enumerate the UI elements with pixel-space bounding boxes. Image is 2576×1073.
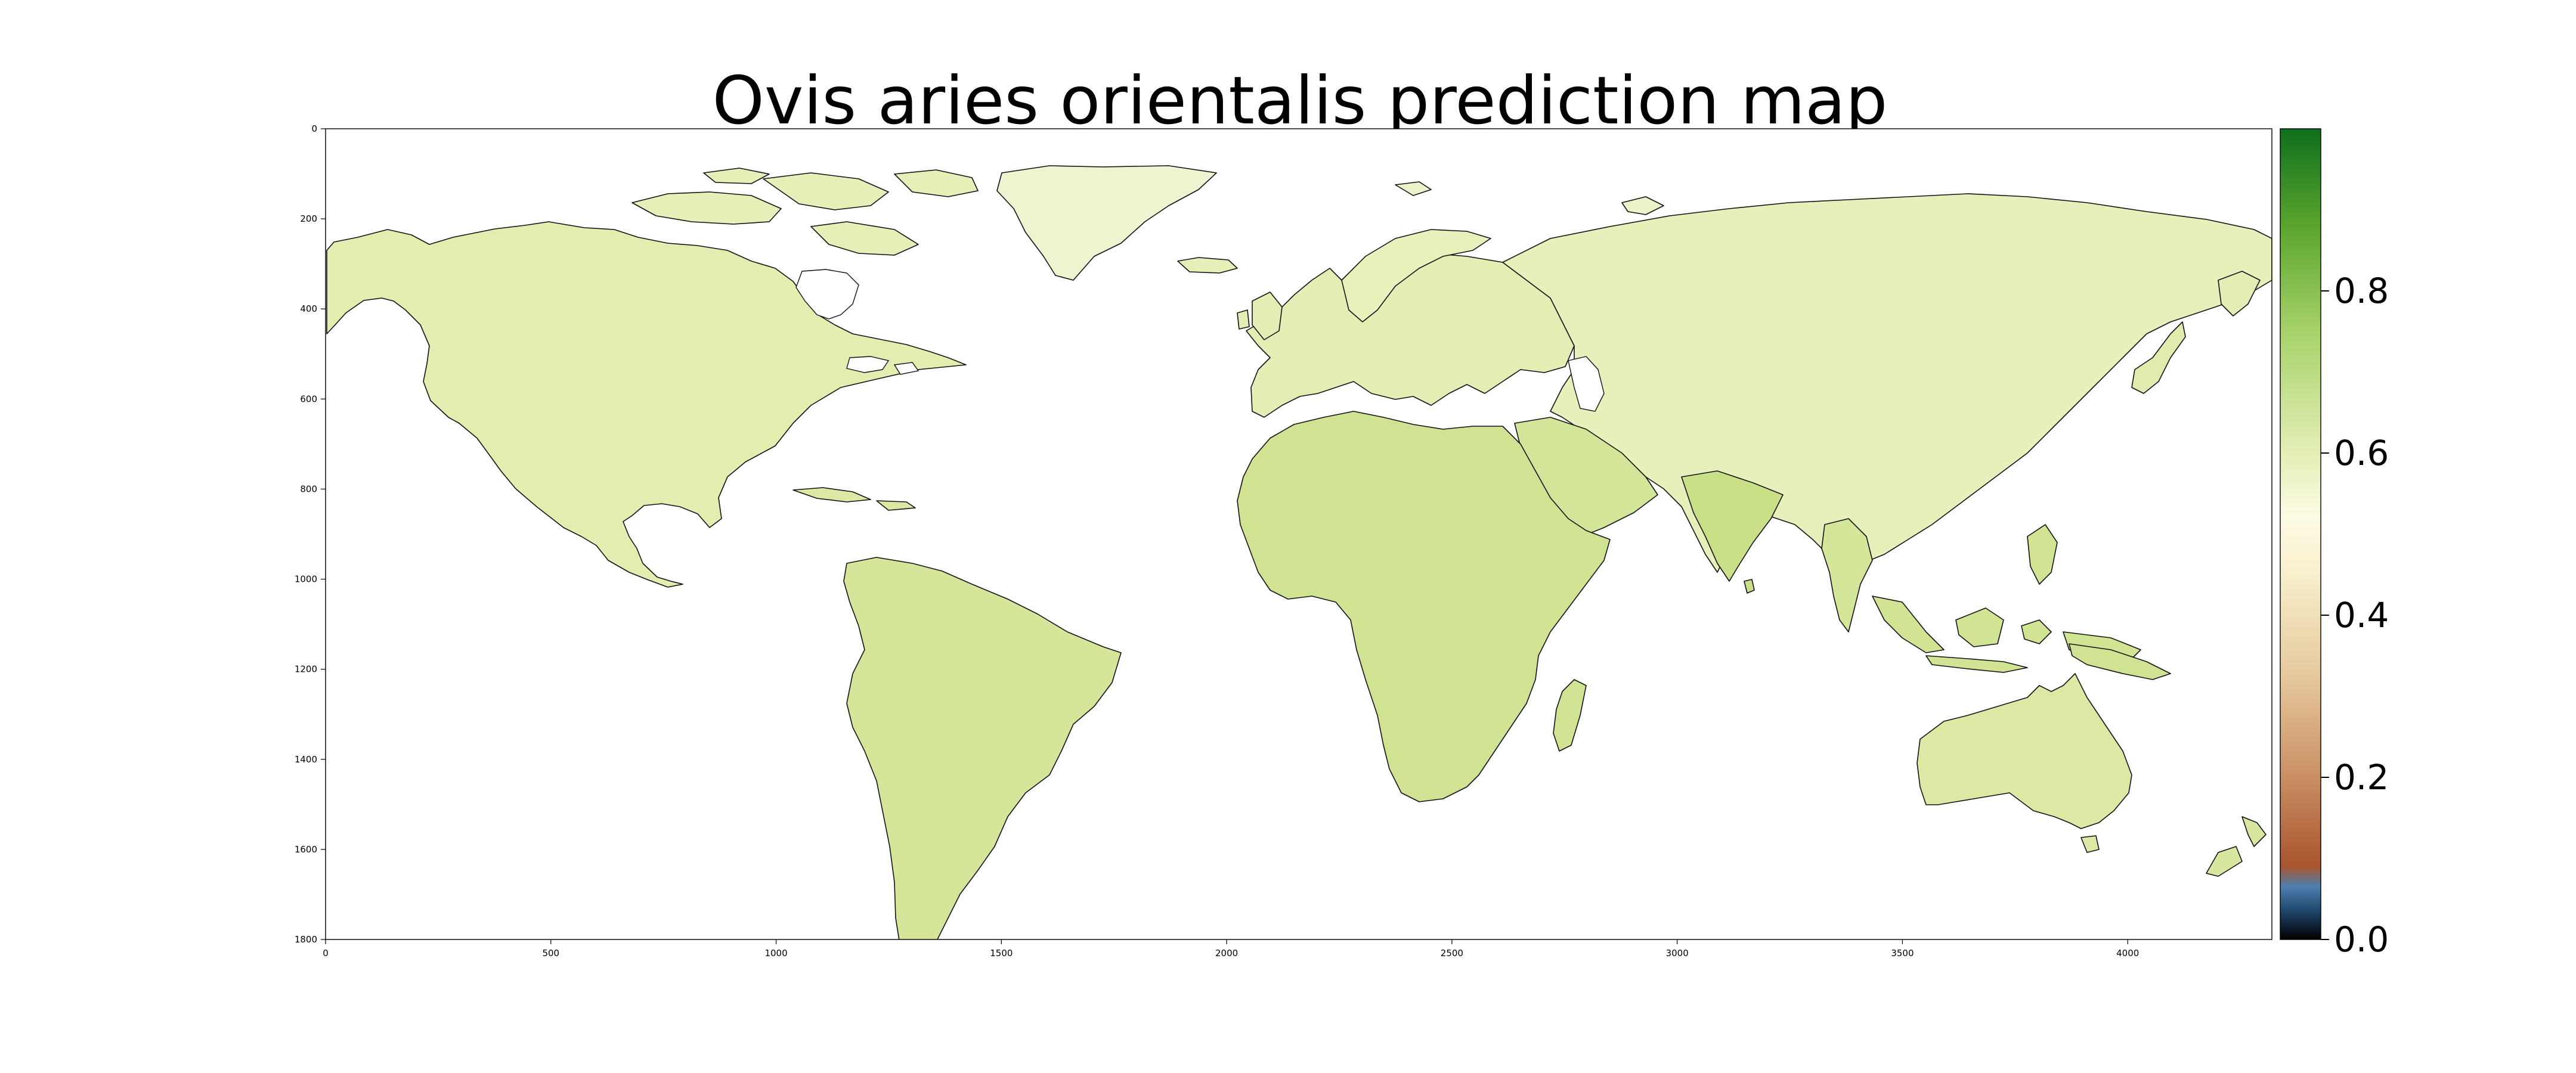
- land-sri-lanka: [1744, 579, 1755, 594]
- y-axis: 0 200 400 600 800 1000 1200 1400 1600 1800: [295, 123, 326, 945]
- land-kamchatka: [2218, 271, 2261, 317]
- y-tick-label: 1800: [295, 934, 317, 945]
- colorbar: 0.0 0.2 0.4 0.6 0.8: [2280, 128, 2389, 960]
- land-japan: [2131, 321, 2186, 394]
- land-africa: [1237, 411, 1611, 802]
- y-tick-label: 0: [311, 123, 317, 134]
- colorbar-tick-label: 0.6: [2334, 433, 2389, 473]
- land-madagascar: [1553, 679, 1587, 752]
- land-north-america: [326, 221, 967, 588]
- land-british-isles: [1237, 291, 1283, 340]
- colorbar-tick-label: 0.4: [2334, 595, 2389, 635]
- land-tasmania: [2080, 835, 2100, 853]
- land-australia: [1916, 673, 2132, 829]
- land-arctic-islands: [631, 168, 979, 256]
- x-tick-label: 1000: [764, 948, 787, 959]
- great-lakes: [846, 356, 919, 375]
- caspian-sea: [1568, 356, 1605, 412]
- x-tick-label: 0: [323, 948, 329, 959]
- x-tick-label: 2000: [1215, 948, 1238, 959]
- land-iceland: [1177, 257, 1238, 274]
- map-title: Ovis aries orientalis prediction map: [712, 63, 1887, 139]
- y-tick-label: 1000: [295, 574, 317, 585]
- land-greenland: [996, 165, 1217, 281]
- y-tick-label: 400: [300, 303, 317, 314]
- colorbar-frame: [2280, 128, 2321, 940]
- land-southeast-asia: [1821, 518, 1873, 632]
- hudson-bay: [795, 269, 859, 320]
- land-new-guinea: [2069, 643, 2171, 680]
- land-scandinavia: [1341, 229, 1491, 322]
- land-india: [1681, 470, 1784, 582]
- x-tick-label: 3500: [1891, 948, 1914, 959]
- landmasses: [326, 165, 2272, 939]
- colorbar-tick-label: 0.0: [2334, 919, 2389, 960]
- colorbar-gradient: [2280, 129, 2321, 939]
- y-tick-label: 200: [300, 213, 317, 224]
- y-tick-label: 1400: [295, 754, 317, 765]
- y-tick-label: 600: [300, 393, 317, 404]
- map-plot-area: [325, 128, 2272, 940]
- land-indonesia: [1872, 524, 2141, 673]
- land-caribbean: [792, 487, 916, 511]
- x-axis: 0 500 1000 1500 2000 2500 3000 3500 4000: [323, 939, 2139, 959]
- colorbar-tick-label: 0.2: [2334, 757, 2389, 798]
- y-tick-label: 1200: [295, 664, 317, 675]
- land-new-zealand: [2206, 816, 2267, 877]
- x-tick-label: 4000: [2116, 948, 2139, 959]
- y-tick-label: 1600: [295, 844, 317, 855]
- y-tick-label: 800: [300, 483, 317, 494]
- colorbar-tick-label: 0.8: [2334, 271, 2389, 311]
- x-tick-label: 500: [542, 948, 559, 959]
- x-tick-label: 1500: [990, 948, 1013, 959]
- x-tick-label: 2500: [1441, 948, 1463, 959]
- land-south-america: [843, 557, 1122, 939]
- colorbar-ticks: 0.0 0.2 0.4 0.6 0.8: [2321, 271, 2389, 960]
- map-frame: [325, 128, 2272, 940]
- land-svalbard: [1395, 181, 1664, 215]
- x-tick-label: 3000: [1666, 948, 1689, 959]
